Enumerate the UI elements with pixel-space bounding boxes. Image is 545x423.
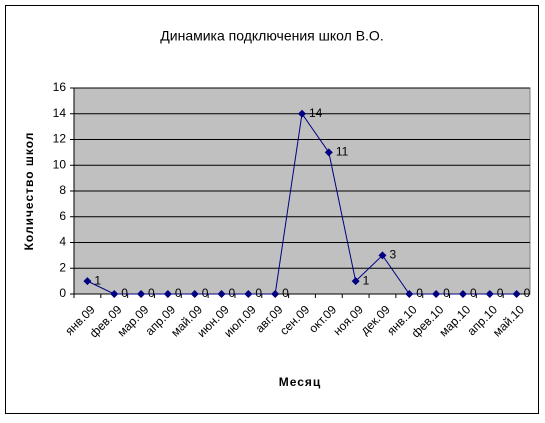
data-label: 0 [497,286,504,300]
data-label: 1 [363,273,370,287]
marker [351,277,360,286]
y-tick-label: 14 [53,106,67,120]
marker [324,148,333,157]
data-label: 0 [470,286,477,300]
marker [378,251,387,260]
marker [137,290,146,298]
data-label: 0 [121,286,128,300]
marker [458,290,467,298]
data-label: 0 [443,286,450,300]
marker [405,290,414,298]
data-label: 0 [148,286,155,300]
y-axis-title: Количество школ [22,132,36,251]
marker [83,277,92,286]
y-tick-label: 8 [59,183,66,197]
y-tick-label: 10 [53,157,67,171]
y-tick-label: 2 [59,260,66,274]
data-label: 0 [416,286,423,300]
marker [190,290,199,298]
data-label: 0 [229,286,236,300]
data-label: 0 [175,286,182,300]
marker [110,290,119,298]
data-label: 0 [524,286,531,300]
y-tick-label: 6 [59,209,66,223]
marker [432,290,441,298]
data-label: 0 [202,286,209,300]
marker [298,109,306,118]
marker [271,290,280,298]
y-tick-label: 0 [59,286,66,300]
marker [244,290,253,298]
data-label: 0 [255,286,262,300]
x-axis-title: Месяц [279,375,322,389]
marker [512,290,521,298]
y-tick-label: 12 [53,132,67,146]
y-tick-label: 4 [59,235,66,249]
data-label: 14 [309,106,323,120]
data-label: 0 [282,286,289,300]
data-label: 3 [389,248,396,262]
marker [485,290,494,298]
marker [163,290,172,298]
y-tick-label: 16 [53,80,67,94]
data-label: 11 [336,145,349,159]
marker [217,290,226,298]
chart-title: Динамика подключения школ В.О. [160,28,383,44]
data-label: 1 [94,273,101,287]
